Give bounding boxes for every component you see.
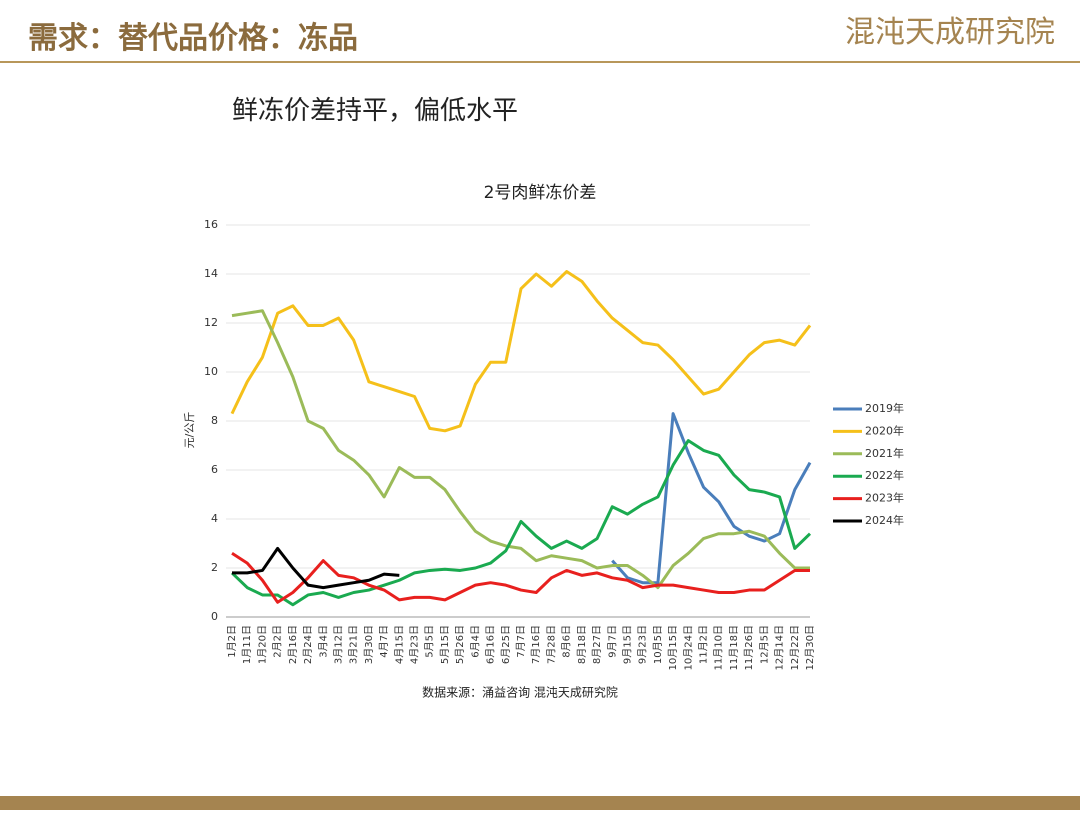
legend-label: 2021年 [865,446,904,460]
series-line [231,309,810,590]
x-tick-label: 5月26日 [454,625,466,664]
x-tick-label: 10月15日 [667,625,679,670]
x-tick-label: 11月26日 [743,625,755,670]
series-line [232,546,400,590]
x-tick-label: 9月15日 [621,625,633,664]
legend-label: 2020年 [865,423,904,437]
x-tick-label: 10月24日 [682,625,694,670]
legend-label: 2023年 [865,491,904,505]
y-tick-label: 14 [204,267,218,280]
x-tick-label: 12月14日 [774,625,786,670]
x-tick-label: 8月6日 [561,625,573,658]
header-rule [0,61,1080,63]
x-tick-label: 4月23日 [409,625,421,664]
legend-label: 2024年 [865,513,904,527]
x-tick-label: 7月28日 [545,625,557,664]
chart-title: 2号肉鲜冻价差 [484,183,597,203]
x-tick-label: 3月30日 [363,625,375,664]
x-tick-label: 6月25日 [500,625,512,664]
x-tick-label: 4月7日 [378,625,390,658]
x-tick-label: 9月7日 [606,625,618,658]
y-tick-label: 8 [211,414,218,427]
y-axis-label: 元/公斤 [183,412,196,449]
footer-bar [0,796,1080,810]
y-tick-label: 12 [204,316,218,329]
y-tick-label: 4 [211,512,218,525]
x-tick-label: 2月2日 [272,625,284,658]
series-line [230,439,812,607]
y-tick-label: 10 [204,365,218,378]
logo: 混沌天成研究院 [845,15,1055,50]
x-tick-label: 5月15日 [439,625,451,664]
y-tick-label: 2 [211,561,218,574]
x-tick-label: 3月21日 [348,625,360,664]
legend-label: 2022年 [865,468,904,482]
y-tick-label: 0 [211,610,218,623]
series-line [230,270,812,433]
series-line [611,412,812,585]
series-line [231,552,810,604]
x-tick-label: 3月12日 [332,625,344,664]
x-tick-label: 7月7日 [515,625,527,658]
x-tick-label: 12月22日 [789,625,801,670]
x-tick-label: 7月16日 [530,625,542,664]
x-tick-label: 8月18日 [576,625,588,664]
x-tick-label: 6月16日 [485,625,497,664]
y-tick-label: 16 [204,218,218,231]
x-tick-label: 12月5日 [758,625,770,664]
x-tick-label: 2月16日 [287,625,299,664]
x-tick-label: 8月27日 [591,625,603,664]
source-note: 数据来源：涌益咨询 混沌天成研究院 [422,685,618,700]
x-tick-label: 9月23日 [637,625,649,664]
y-tick-label: 6 [211,463,218,476]
x-tick-label: 10月5日 [652,625,664,664]
x-tick-label: 11月18日 [728,625,740,670]
subtitle: 鲜冻价差持平，偏低水平 [232,96,518,126]
x-tick-label: 12月30日 [804,625,816,670]
x-tick-label: 6月4日 [469,625,481,658]
x-tick-label: 4月15日 [393,625,405,664]
x-tick-label: 11月2日 [698,625,710,664]
x-tick-label: 2月24日 [302,625,314,664]
x-tick-label: 1月11日 [241,625,253,664]
x-tick-label: 5月5日 [424,625,436,658]
legend-label: 2019年 [865,401,904,415]
x-tick-label: 1月20日 [256,625,268,664]
x-tick-label: 1月2日 [226,625,238,658]
header-title: 需求：替代品价格：冻品 [28,21,358,56]
x-tick-label: 3月4日 [317,625,329,658]
x-tick-label: 11月10日 [713,625,725,670]
